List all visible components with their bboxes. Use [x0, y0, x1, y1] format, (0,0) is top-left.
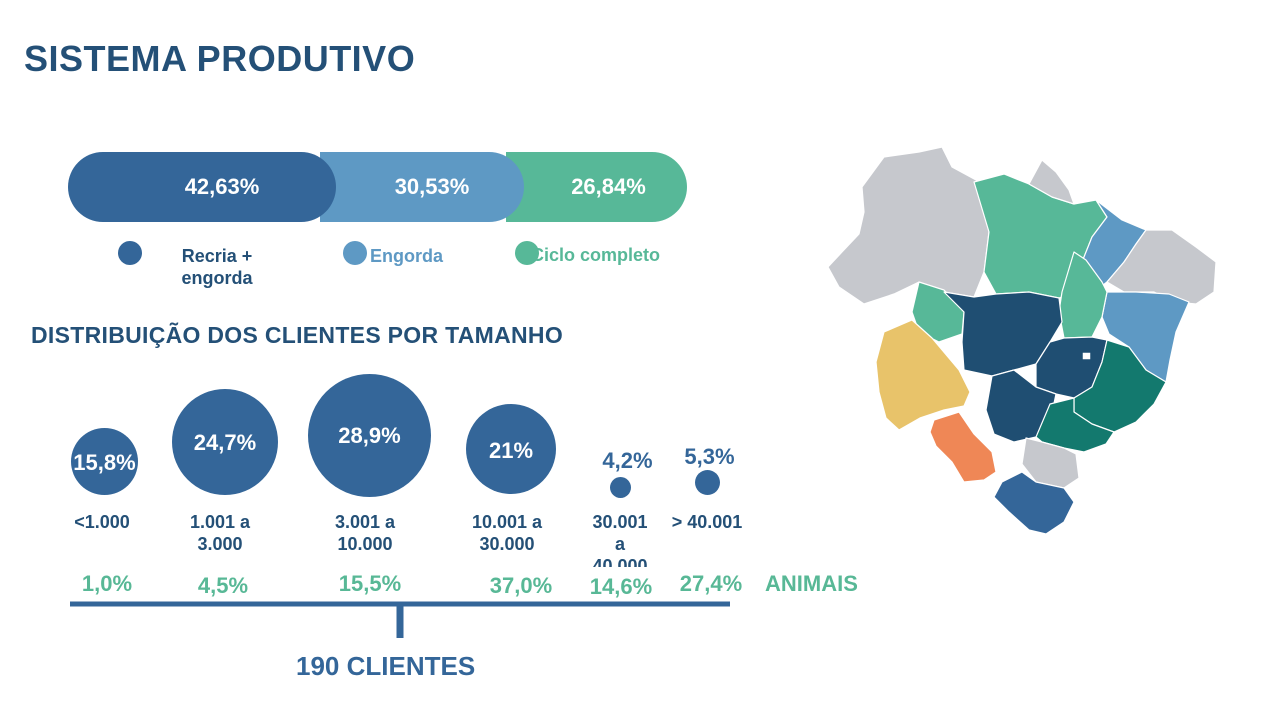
segment-ciclo-completo: 26,84%	[500, 152, 687, 222]
chart-title: DISTRIBUIÇÃO DOS CLIENTES POR TAMANHO	[31, 322, 564, 348]
map-region-sao-paulo	[1035, 397, 1115, 453]
range-label: 1.001 a 3.000	[189, 512, 251, 554]
range-label: 10.001 a 30.000	[471, 512, 543, 554]
map-region-north-west	[827, 146, 1003, 305]
legend-dot-engorda	[343, 241, 367, 265]
segment-engorda: 30,53%	[314, 152, 524, 222]
segment-value: 26,84%	[571, 174, 646, 199]
legend-dot-ciclo	[515, 241, 539, 265]
legend-label-ciclo: Ciclo completo	[531, 245, 661, 265]
segment-value: 30,53%	[394, 174, 470, 199]
animal-value: 1,0%	[81, 571, 133, 596]
map-region-south	[1021, 437, 1080, 489]
segment-recria-engorda: 42,63%	[68, 152, 336, 222]
bubble-30001-40000	[610, 477, 631, 498]
bubble-10001-30000	[466, 404, 556, 494]
bubble-gt-40001	[695, 470, 720, 495]
map-region-bahia	[1101, 291, 1190, 383]
animal-value: 4,5%	[197, 573, 249, 598]
bubble-1001-3000	[172, 389, 278, 495]
range-label: 3.001 a 10.000	[334, 512, 396, 554]
bubble-value: 5,3%	[684, 444, 735, 469]
legend-label-engorda: Engorda	[370, 246, 444, 266]
legend-dot-recria	[118, 241, 142, 265]
bubble-value: 21%	[488, 438, 534, 463]
animal-value: 27,4%	[679, 571, 743, 596]
bubble-value: 28,9%	[338, 423, 401, 448]
animal-value: 14,6%	[589, 574, 653, 599]
bubble-value: 15,8%	[73, 450, 136, 475]
map-region-rio-grande-do-sul	[993, 471, 1075, 535]
range-label: <1.000	[74, 512, 130, 532]
bubble-3001-10000	[308, 374, 431, 497]
map-region-paraguay	[929, 411, 997, 483]
range-label: 30.001 a 40.000	[592, 512, 648, 567]
range-label: > 40.001	[671, 512, 743, 532]
bubble-value: 4,2%	[602, 448, 653, 473]
legend-label-recria: Recria + engorda	[181, 246, 253, 288]
map-region-amapa	[1028, 159, 1075, 205]
bubble-value: 24,7%	[193, 430, 257, 455]
animals-label: ANIMAIS	[765, 571, 858, 596]
clients-bracket	[70, 601, 730, 638]
map-region-bolivia	[875, 319, 971, 431]
page-title: SISTEMA PRODUTIVO	[24, 38, 416, 79]
map-region-tocantins	[1058, 251, 1108, 339]
total-clients: 190 CLIENTES	[296, 651, 476, 681]
segment-value: 42,63%	[184, 174, 260, 199]
brazil-map-icon	[827, 146, 1217, 535]
animal-value: 37,0%	[489, 573, 553, 598]
animal-value: 15,5%	[338, 571, 402, 596]
map-marker-brasilia	[1081, 351, 1092, 361]
bubble-lt-1000	[71, 428, 138, 495]
